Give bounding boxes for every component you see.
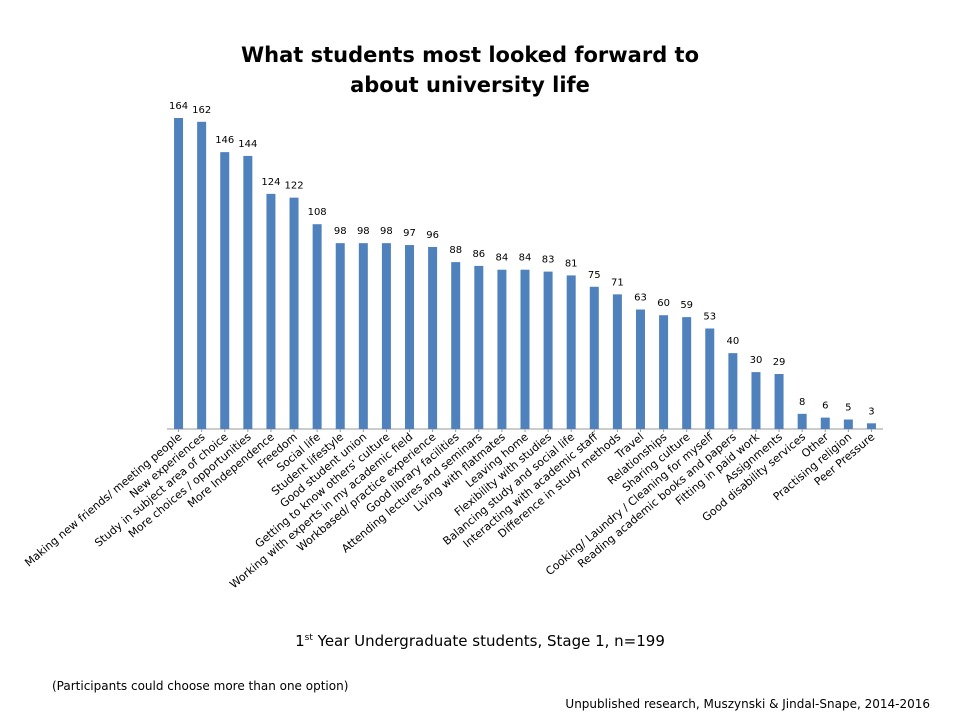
data-label: 83 bbox=[542, 255, 555, 266]
bar bbox=[589, 286, 599, 429]
bar bbox=[243, 155, 253, 429]
bar bbox=[612, 294, 622, 429]
data-label: 8 bbox=[799, 397, 805, 408]
data-label: 84 bbox=[496, 253, 509, 264]
data-label: 164 bbox=[169, 101, 188, 112]
category-label: Making new friends/ meeting people bbox=[22, 430, 184, 569]
bar bbox=[728, 353, 738, 429]
data-label: 63 bbox=[634, 293, 647, 304]
footnote: (Participants could choose more than one… bbox=[52, 679, 349, 693]
bar bbox=[474, 265, 484, 429]
bar bbox=[705, 328, 715, 429]
bar bbox=[659, 315, 669, 429]
chart-title-line-1: What students most looked forward to bbox=[240, 43, 700, 67]
caption-text: Year Undergraduate students, Stage 1, n=… bbox=[312, 632, 665, 650]
data-label: 98 bbox=[357, 226, 370, 237]
chart-title-line-2: about university life bbox=[350, 73, 590, 97]
data-label: 5 bbox=[845, 403, 851, 414]
x-axis-caption: 1st Year Undergraduate students, Stage 1… bbox=[0, 632, 960, 650]
bar bbox=[635, 309, 645, 429]
data-label: 124 bbox=[261, 177, 280, 188]
data-label: 59 bbox=[680, 300, 693, 311]
data-label: 98 bbox=[380, 226, 393, 237]
bar bbox=[751, 372, 761, 429]
bar bbox=[197, 121, 207, 429]
data-label: 3 bbox=[868, 406, 874, 417]
bar bbox=[520, 269, 530, 429]
bar bbox=[266, 193, 276, 429]
data-label: 144 bbox=[238, 139, 257, 150]
data-label: 84 bbox=[519, 253, 532, 264]
bar bbox=[405, 245, 415, 429]
data-label: 122 bbox=[284, 181, 303, 192]
bar bbox=[843, 419, 853, 429]
bar bbox=[220, 152, 230, 429]
data-label: 108 bbox=[308, 207, 327, 218]
data-label: 81 bbox=[565, 258, 578, 269]
data-label: 86 bbox=[472, 249, 485, 260]
caption-ordinal-suffix: st bbox=[304, 633, 313, 643]
data-label: 29 bbox=[773, 357, 786, 368]
data-label: 162 bbox=[192, 105, 211, 116]
bar bbox=[682, 317, 692, 429]
bar bbox=[774, 374, 784, 429]
bar bbox=[543, 271, 553, 429]
bar bbox=[335, 243, 345, 429]
bar bbox=[358, 243, 368, 429]
data-label: 146 bbox=[215, 135, 234, 146]
bar bbox=[866, 423, 876, 429]
source-credit: Unpublished research, Muszynski & Jindal… bbox=[565, 697, 930, 711]
data-label: 97 bbox=[403, 228, 416, 239]
data-label: 6 bbox=[822, 401, 828, 412]
caption-ordinal-number: 1 bbox=[295, 632, 305, 650]
data-label: 53 bbox=[703, 311, 716, 322]
data-label: 40 bbox=[727, 336, 740, 347]
data-label: 98 bbox=[334, 226, 347, 237]
bar bbox=[312, 224, 322, 429]
bar bbox=[566, 275, 576, 429]
bar bbox=[381, 243, 391, 429]
bar bbox=[174, 118, 184, 429]
data-label: 30 bbox=[750, 355, 763, 366]
bar bbox=[289, 197, 299, 429]
bar bbox=[497, 269, 507, 429]
bar bbox=[797, 413, 807, 429]
data-label: 60 bbox=[657, 298, 670, 309]
bar bbox=[428, 246, 438, 429]
data-label: 71 bbox=[611, 277, 624, 288]
bar bbox=[820, 417, 830, 429]
data-label: 75 bbox=[588, 270, 601, 281]
data-label: 96 bbox=[426, 230, 439, 241]
chart-title: What students most looked forward to abo… bbox=[130, 40, 810, 100]
data-label: 88 bbox=[449, 245, 462, 256]
bar bbox=[451, 262, 461, 429]
